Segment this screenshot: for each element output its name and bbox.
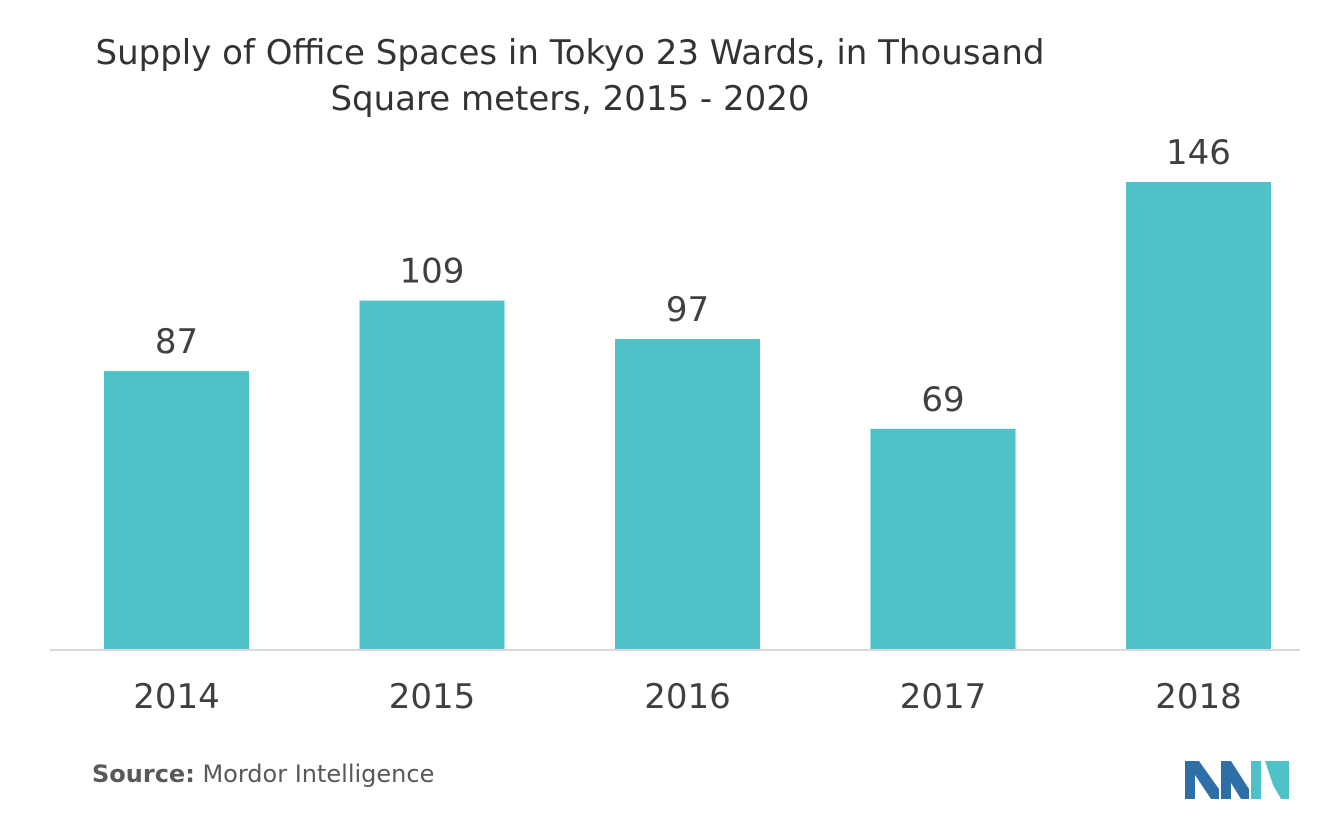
data-label-2017: 69 [921, 380, 964, 420]
x-tick-labels-group: 2014 2015 2016 2017 2018 [133, 677, 1242, 717]
x-tick-label-2017: 2017 [900, 677, 987, 717]
bar-2015 [359, 300, 505, 650]
bar-2018 [1126, 182, 1271, 650]
data-label-2015: 109 [400, 252, 465, 292]
data-label-2018: 146 [1166, 133, 1231, 173]
source-text: Mordor Intelligence [202, 760, 435, 788]
bar-2016 [615, 339, 760, 650]
chart-title: Supply of Office Spaces in Tokyo 23 Ward… [95, 33, 1045, 119]
mordor-intelligence-logo [1185, 761, 1289, 799]
bar-2014 [104, 371, 249, 650]
data-labels-group: 87 109 97 69 146 [155, 133, 1231, 420]
bars-group [104, 182, 1271, 650]
data-label-2016: 97 [666, 290, 709, 330]
bar-2017 [870, 428, 1016, 650]
x-tick-label-2018: 2018 [1155, 677, 1242, 717]
source-note: Source: Mordor Intelligence [92, 760, 434, 788]
source-label: Source: [92, 760, 195, 788]
bar-chart: 87 109 97 69 146 2014 2015 2016 2017 2018 [50, 133, 1300, 717]
x-tick-label-2016: 2016 [644, 677, 731, 717]
x-tick-label-2014: 2014 [133, 677, 220, 717]
x-tick-label-2015: 2015 [389, 677, 476, 717]
data-label-2014: 87 [155, 322, 198, 362]
